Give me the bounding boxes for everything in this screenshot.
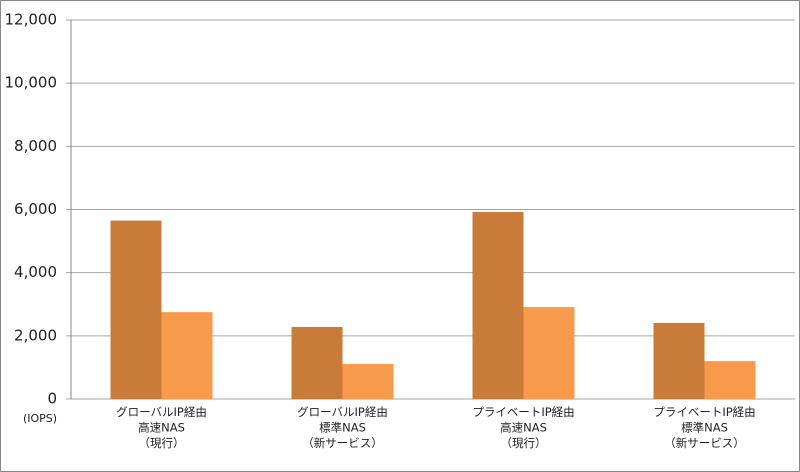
y-tick-label: 4,000 xyxy=(14,263,57,281)
x-tick-label-line: 標準NAS xyxy=(319,420,366,434)
x-tick-label-line: 標準NAS xyxy=(681,420,728,434)
y-unit-label: (IOPS) xyxy=(23,412,57,425)
y-tick-label: 6,000 xyxy=(14,200,57,218)
x-tick-label-line: 高速NAS xyxy=(500,420,547,434)
x-tick-label: グローバルIP経由標準NAS （新サービス） xyxy=(297,405,388,450)
y-tick-label: 0 xyxy=(47,390,57,408)
x-tick-label: グローバルIP経由高速NAS （現行） xyxy=(116,405,207,450)
bar xyxy=(161,312,213,399)
y-tick-label: 8,000 xyxy=(14,137,57,155)
x-tick-label-line: （新サービス） xyxy=(302,436,383,450)
x-tick-label-line: グローバルIP経由 xyxy=(116,405,207,419)
x-tick-label: プライベートIP経由標準NAS （新サービス） xyxy=(653,405,755,450)
y-tick-label: 12,000 xyxy=(5,11,58,29)
bar xyxy=(110,220,162,399)
y-tick-label: 2,000 xyxy=(14,326,57,344)
bar xyxy=(653,322,705,399)
x-tick-label-line: グローバルIP経由 xyxy=(297,405,388,419)
x-tick-label: プライベートIP経由高速NAS （現行） xyxy=(472,405,574,450)
y-tick-label: 10,000 xyxy=(5,74,58,92)
x-tick-label-line: （新サービス） xyxy=(664,436,745,450)
bar xyxy=(291,326,343,399)
x-tick-label-line: （現行） xyxy=(139,436,185,450)
x-tick-label-line: プライベートIP経由 xyxy=(653,405,755,419)
bar xyxy=(472,212,524,399)
bar xyxy=(342,363,394,399)
bar xyxy=(523,307,575,399)
x-tick-label-line: （現行） xyxy=(501,436,547,450)
bar xyxy=(704,361,756,399)
x-tick-label-line: 高速NAS xyxy=(138,420,185,434)
x-tick-label-line: プライベートIP経由 xyxy=(472,405,574,419)
